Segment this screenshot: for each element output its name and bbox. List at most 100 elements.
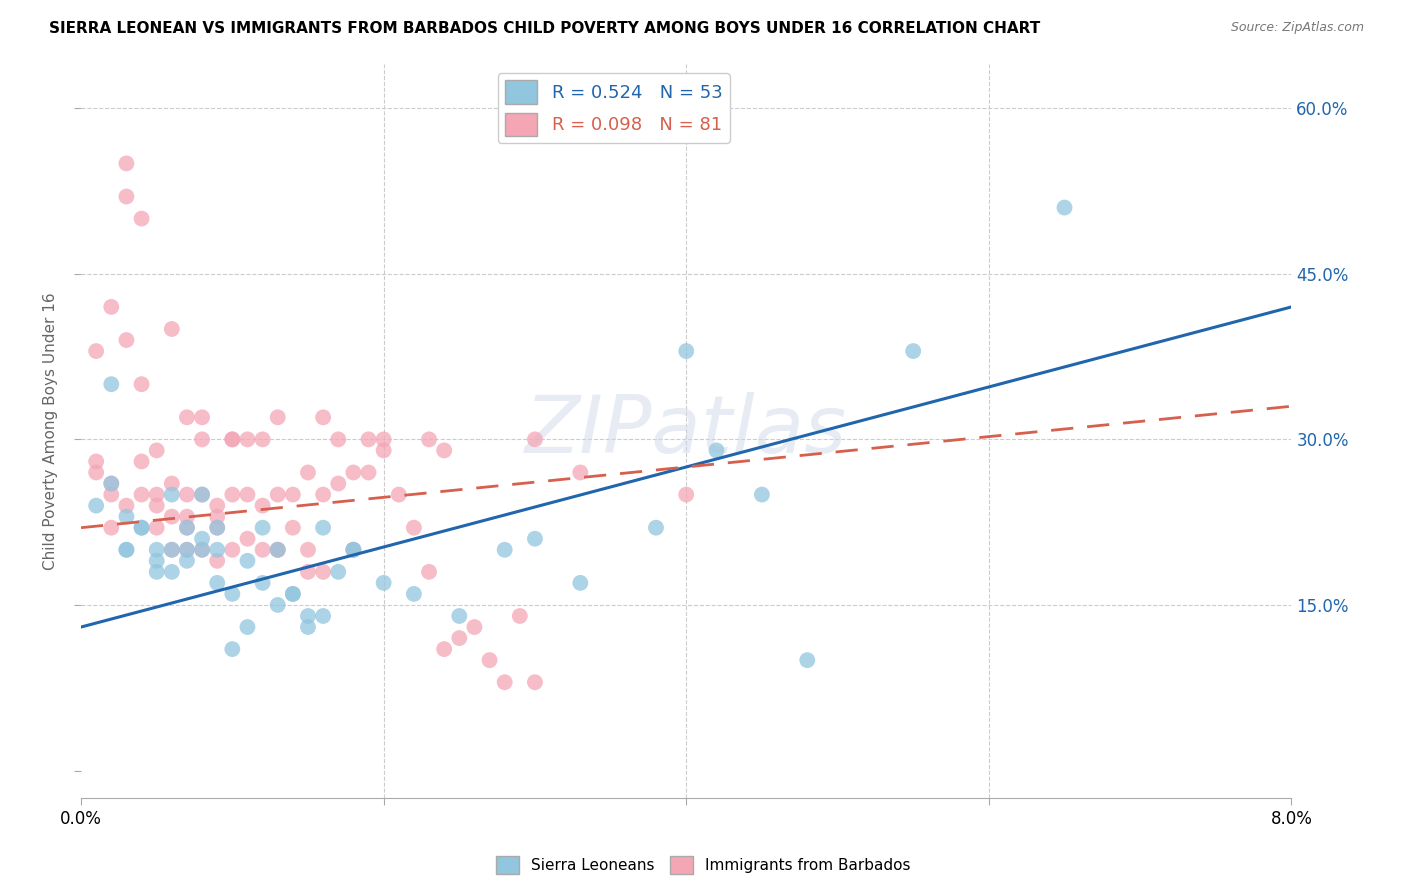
Point	[328, 476, 350, 491]
Point	[297, 620, 319, 634]
Point	[342, 466, 364, 480]
Point	[281, 521, 304, 535]
Point	[267, 598, 290, 612]
Legend: R = 0.524   N = 53, R = 0.098   N = 81: R = 0.524 N = 53, R = 0.098 N = 81	[498, 73, 730, 143]
Point	[1053, 201, 1076, 215]
Point	[236, 532, 259, 546]
Point	[706, 443, 728, 458]
Point	[145, 565, 167, 579]
Point	[523, 532, 546, 546]
Point	[145, 499, 167, 513]
Point	[145, 521, 167, 535]
Point	[205, 542, 228, 557]
Point	[145, 542, 167, 557]
Point	[191, 410, 214, 425]
Point	[160, 565, 183, 579]
Point	[645, 521, 668, 535]
Point	[115, 156, 138, 170]
Point	[281, 587, 304, 601]
Point	[236, 620, 259, 634]
Point	[297, 609, 319, 624]
Point	[221, 487, 243, 501]
Point	[463, 620, 485, 634]
Point	[131, 521, 153, 535]
Point	[252, 521, 274, 535]
Point	[402, 521, 425, 535]
Point	[252, 542, 274, 557]
Point	[328, 433, 350, 447]
Point	[252, 433, 274, 447]
Point	[221, 642, 243, 657]
Point	[176, 509, 198, 524]
Y-axis label: Child Poverty Among Boys Under 16: Child Poverty Among Boys Under 16	[44, 293, 58, 570]
Point	[281, 587, 304, 601]
Point	[523, 433, 546, 447]
Point	[84, 499, 107, 513]
Point	[176, 554, 198, 568]
Point	[252, 575, 274, 590]
Text: SIERRA LEONEAN VS IMMIGRANTS FROM BARBADOS CHILD POVERTY AMONG BOYS UNDER 16 COR: SIERRA LEONEAN VS IMMIGRANTS FROM BARBAD…	[49, 21, 1040, 36]
Point	[131, 454, 153, 468]
Point	[176, 521, 198, 535]
Point	[176, 410, 198, 425]
Point	[160, 322, 183, 336]
Point	[236, 487, 259, 501]
Point	[357, 466, 380, 480]
Point	[191, 542, 214, 557]
Point	[569, 575, 592, 590]
Point	[342, 542, 364, 557]
Point	[221, 587, 243, 601]
Point	[191, 542, 214, 557]
Point	[297, 542, 319, 557]
Point	[449, 609, 471, 624]
Point	[115, 499, 138, 513]
Point	[388, 487, 411, 501]
Point	[312, 410, 335, 425]
Point	[281, 487, 304, 501]
Point	[433, 443, 456, 458]
Point	[115, 542, 138, 557]
Point	[373, 433, 395, 447]
Point	[312, 609, 335, 624]
Point	[418, 433, 440, 447]
Point	[509, 609, 531, 624]
Point	[160, 487, 183, 501]
Point	[267, 542, 290, 557]
Point	[402, 587, 425, 601]
Point	[418, 565, 440, 579]
Point	[115, 542, 138, 557]
Point	[160, 542, 183, 557]
Point	[145, 443, 167, 458]
Point	[131, 487, 153, 501]
Point	[191, 433, 214, 447]
Point	[373, 575, 395, 590]
Point	[267, 542, 290, 557]
Point	[267, 487, 290, 501]
Point	[145, 554, 167, 568]
Point	[131, 377, 153, 392]
Point	[205, 499, 228, 513]
Point	[205, 509, 228, 524]
Point	[221, 542, 243, 557]
Point	[342, 542, 364, 557]
Point	[84, 454, 107, 468]
Point	[494, 542, 516, 557]
Point	[145, 487, 167, 501]
Point	[84, 466, 107, 480]
Point	[297, 565, 319, 579]
Point	[569, 466, 592, 480]
Point	[100, 476, 122, 491]
Point	[221, 433, 243, 447]
Point	[205, 554, 228, 568]
Point	[312, 565, 335, 579]
Point	[267, 542, 290, 557]
Text: ZIPatlas: ZIPatlas	[526, 392, 848, 470]
Point	[373, 443, 395, 458]
Point	[176, 487, 198, 501]
Point	[115, 509, 138, 524]
Point	[494, 675, 516, 690]
Point	[160, 509, 183, 524]
Point	[449, 631, 471, 645]
Point	[796, 653, 818, 667]
Point	[115, 333, 138, 347]
